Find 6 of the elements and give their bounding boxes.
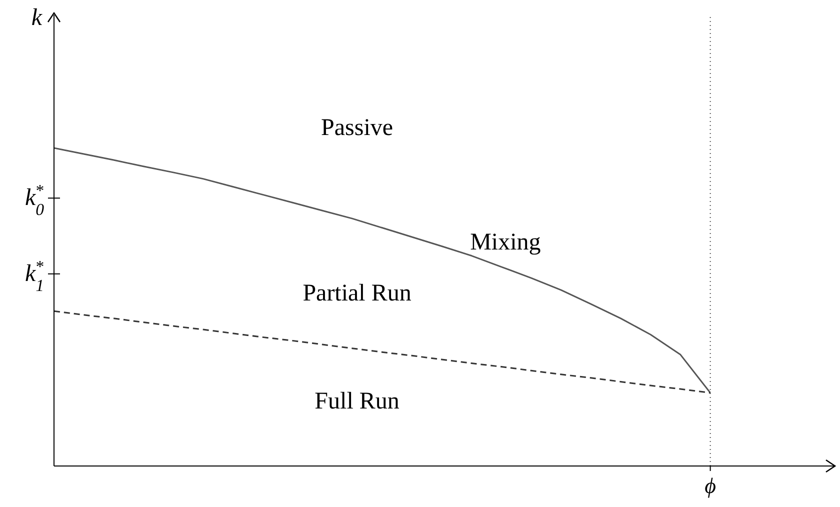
text: Passive bbox=[321, 114, 394, 141]
text: ϕ bbox=[704, 473, 716, 498]
annotation: Partial Run bbox=[302, 280, 412, 306]
annotation: Mixing bbox=[470, 230, 541, 256]
annotation: Full Run bbox=[314, 388, 400, 415]
y-axis-title: k bbox=[31, 5, 42, 31]
